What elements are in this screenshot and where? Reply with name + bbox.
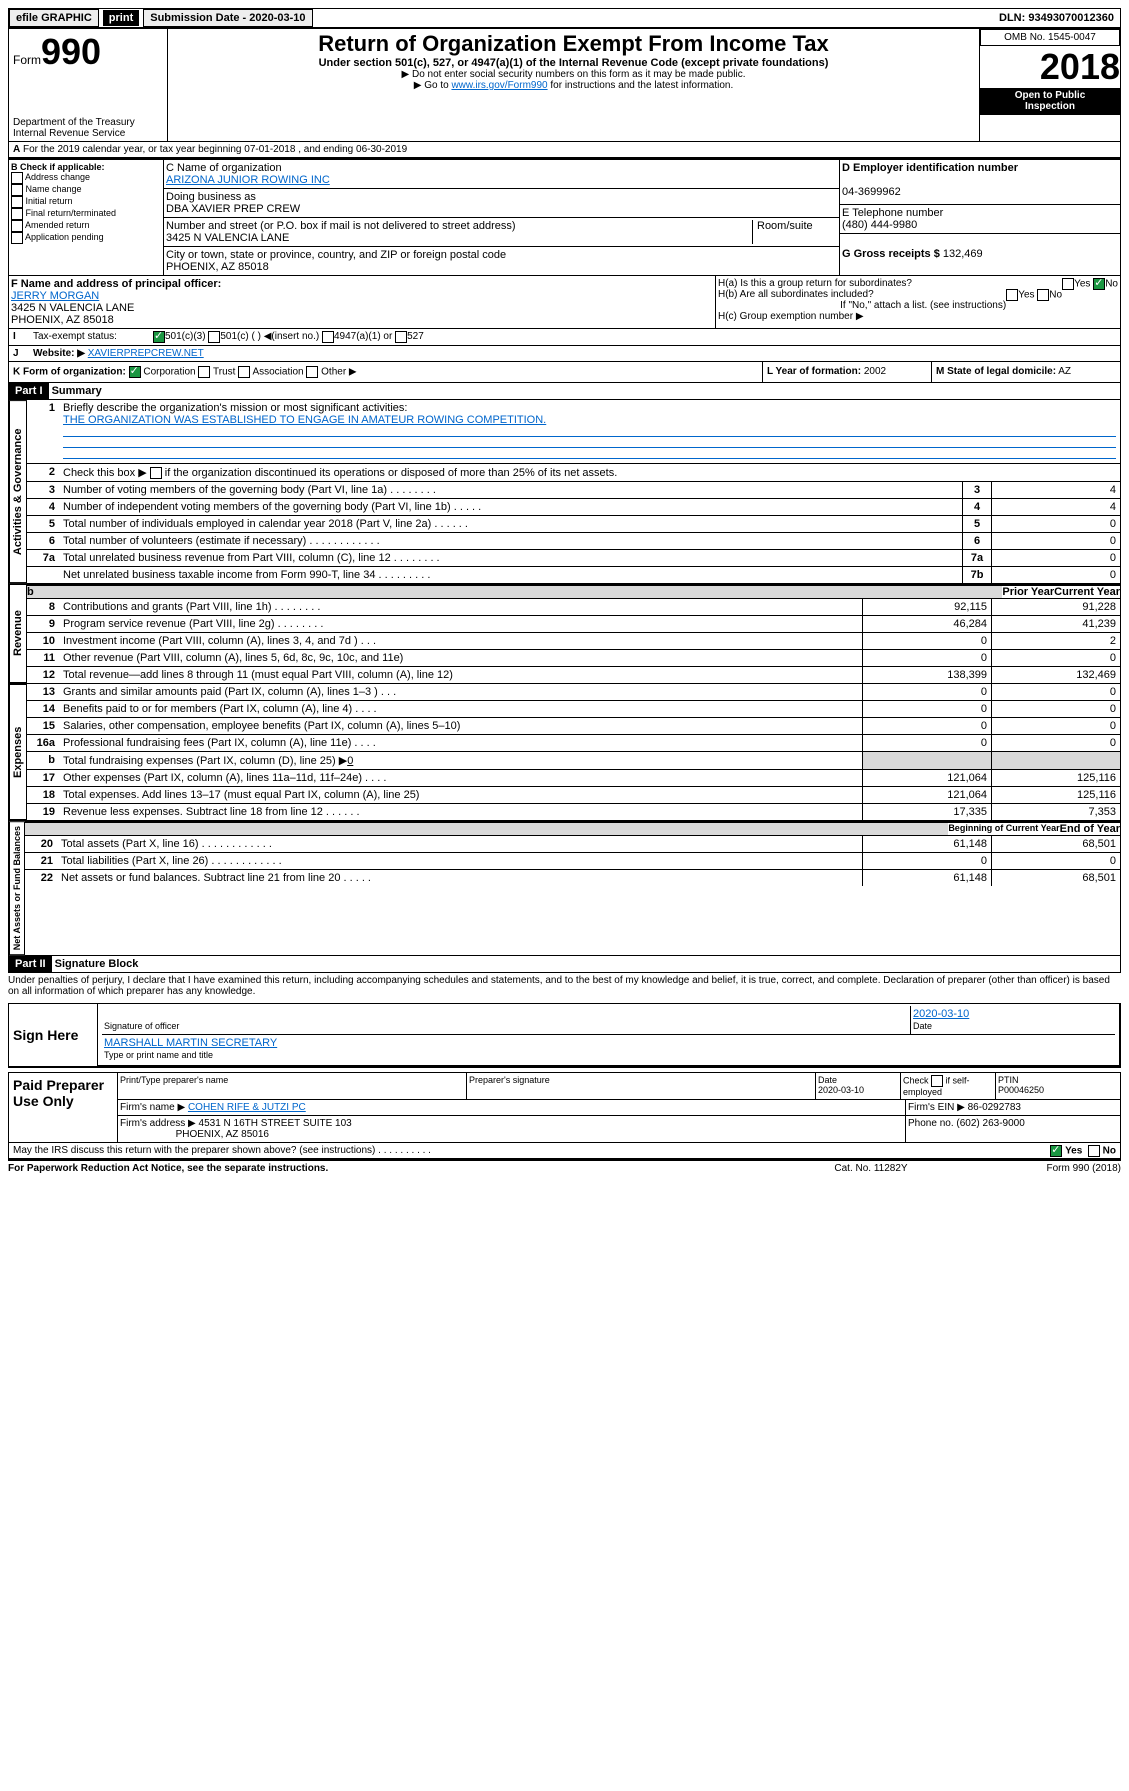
phone: (480) 444-9980 [842, 219, 917, 231]
tax-year: 2018 [980, 46, 1120, 88]
part1-title: Summary [52, 385, 102, 397]
row-klm: K Form of organization: Corporation Trus… [8, 362, 1121, 383]
col-b: B Check if applicable: Address change Na… [9, 160, 164, 275]
officer-name[interactable]: JERRY MORGAN [11, 290, 99, 302]
city: PHOENIX, AZ 85018 [166, 261, 269, 273]
open-public: Open to PublicInspection [980, 88, 1120, 114]
irs-link[interactable]: www.irs.gov/Form990 [451, 80, 547, 91]
mission[interactable]: THE ORGANIZATION WAS ESTABLISHED TO ENGA… [63, 414, 546, 426]
efile-btn[interactable]: efile GRAPHIC [9, 9, 99, 27]
corp-check [129, 366, 141, 378]
section-ag: Activities & Governance [9, 400, 27, 583]
row-j: J Website: ▶ XAVIERPREPCREW.NET [8, 346, 1121, 362]
dept: Department of the Treasury [13, 117, 163, 128]
subdate-btn[interactable]: Submission Date - 2020-03-10 [143, 9, 312, 27]
org-name[interactable]: ARIZONA JUNIOR ROWING INC [166, 174, 330, 186]
line-a: A For the 2019 calendar year, or tax yea… [8, 142, 1121, 158]
irs: Internal Revenue Service [13, 128, 163, 139]
street: 3425 N VALENCIA LANE [166, 232, 289, 244]
row-i: I Tax-exempt status: 501(c)(3) 501(c) ( … [8, 329, 1121, 346]
page-title: Return of Organization Exempt From Incom… [172, 31, 975, 57]
section-rev: Revenue [9, 584, 27, 683]
501c3-check [153, 331, 165, 343]
form-990: 990 [41, 31, 101, 73]
part2-hdr: Part II [9, 956, 52, 972]
omb: OMB No. 1545-0047 [980, 29, 1120, 46]
topbar: efile GRAPHIC print Submission Date - 20… [8, 8, 1121, 28]
note2: ▶ Go to www.irs.gov/Form990 for instruct… [172, 80, 975, 91]
section-exp: Expenses [9, 684, 27, 820]
form-word: Form [13, 53, 41, 67]
part1-hdr: Part I [9, 383, 49, 399]
section-na: Net Assets or Fund Balances [9, 821, 25, 955]
dba: DBA XAVIER PREP CREW [166, 203, 300, 215]
ha-no-check [1093, 278, 1105, 290]
c-name-lbl: C Name of organization [166, 162, 282, 174]
note1: ▶ Do not enter social security numbers o… [172, 69, 975, 80]
entity-block: B Check if applicable: Address change Na… [8, 158, 1121, 276]
dln: DLN: 93493070012360 [993, 10, 1120, 26]
perjury: Under penalties of perjury, I declare th… [8, 973, 1121, 999]
paid-preparer: Paid Preparer Use Only Print/Type prepar… [8, 1072, 1121, 1143]
header-table: Form 990 Return of Organization Exempt F… [8, 28, 1121, 142]
footer: For Paperwork Reduction Act Notice, see … [8, 1159, 1121, 1176]
gross: 132,469 [943, 248, 983, 260]
signer-name[interactable]: MARSHALL MARTIN SECRETARY [104, 1037, 277, 1049]
discuss-row: May the IRS discuss this return with the… [8, 1143, 1121, 1159]
print-btn[interactable]: print [103, 10, 139, 26]
firm-name[interactable]: COHEN RIFE & JUTZI PC [188, 1102, 306, 1113]
discuss-yes [1050, 1145, 1062, 1157]
website[interactable]: XAVIERPREPCREW.NET [88, 348, 204, 359]
fh-block: F Name and address of principal officer:… [8, 276, 1121, 329]
subtitle: Under section 501(c), 527, or 4947(a)(1)… [172, 57, 975, 69]
ein: 04-3699962 [842, 186, 901, 198]
sign-block: Sign Here Signature of officer 2020-03-1… [8, 1003, 1121, 1068]
